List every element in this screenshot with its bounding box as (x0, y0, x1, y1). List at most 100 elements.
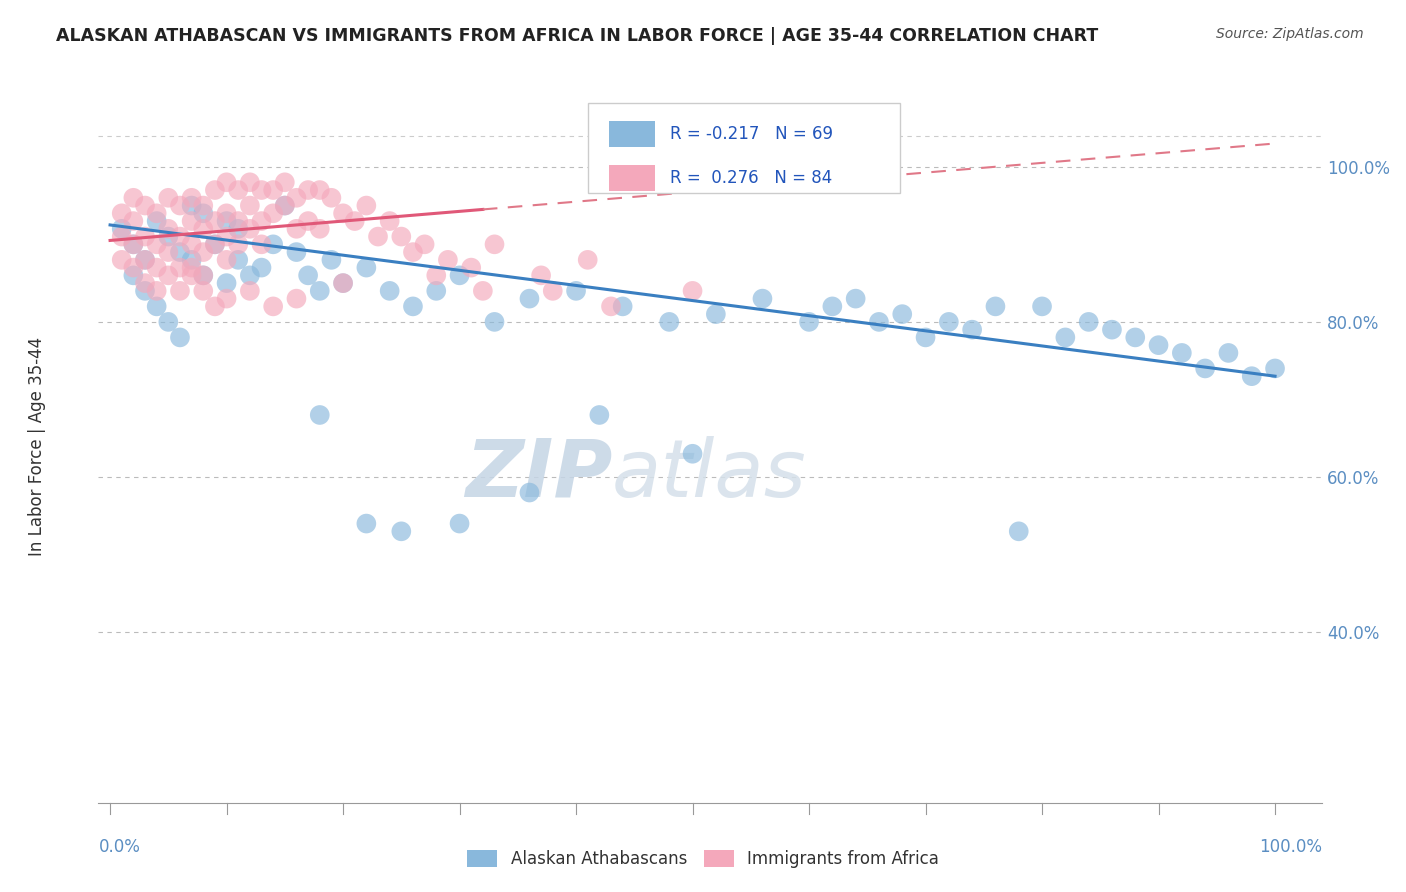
Point (332, 276, 354, 290)
Point (285, 191, 308, 205)
Point (204, 299, 226, 313)
Point (193, 268, 215, 283)
Point (938, 315, 960, 329)
Point (215, 292, 238, 306)
Text: In Labor Force | Age 35-44: In Labor Force | Age 35-44 (28, 336, 46, 556)
Point (321, 191, 343, 205)
Point (111, 229, 134, 244)
Point (134, 276, 156, 290)
Point (157, 268, 180, 283)
Point (519, 485, 541, 500)
Point (134, 198, 156, 212)
Point (262, 299, 284, 313)
FancyBboxPatch shape (609, 121, 655, 147)
Point (122, 214, 145, 228)
Point (274, 175, 297, 189)
Point (297, 214, 319, 228)
Point (1264, 361, 1286, 376)
Point (157, 245, 180, 260)
Point (308, 284, 330, 298)
Point (122, 268, 145, 283)
Point (250, 214, 273, 228)
Point (751, 292, 773, 306)
Point (157, 315, 180, 329)
Point (134, 252, 156, 267)
Point (262, 206, 284, 220)
Point (169, 260, 191, 275)
Point (658, 315, 681, 329)
Point (321, 252, 343, 267)
Point (449, 516, 471, 531)
Point (215, 276, 238, 290)
Point (682, 284, 704, 298)
Point (145, 214, 167, 228)
Point (180, 191, 202, 205)
Point (471, 284, 494, 298)
Point (250, 237, 273, 252)
Point (425, 268, 447, 283)
Point (215, 175, 238, 189)
Point (682, 447, 704, 461)
Point (1077, 315, 1099, 329)
Point (193, 222, 215, 236)
Point (239, 198, 262, 212)
Point (449, 268, 471, 283)
Point (193, 206, 215, 220)
Point (356, 198, 378, 212)
Point (541, 284, 564, 298)
Point (226, 222, 249, 236)
FancyBboxPatch shape (609, 165, 655, 191)
Point (1101, 323, 1123, 337)
Point (169, 229, 191, 244)
Point (530, 268, 553, 283)
FancyBboxPatch shape (588, 103, 900, 193)
Point (1008, 524, 1031, 539)
Text: R =  0.276   N = 84: R = 0.276 N = 84 (669, 169, 832, 186)
Point (1031, 299, 1053, 313)
Point (378, 214, 401, 228)
Point (297, 183, 319, 197)
Point (274, 198, 297, 212)
Text: Source: ZipAtlas.com: Source: ZipAtlas.com (1216, 27, 1364, 41)
Point (226, 214, 249, 228)
Point (180, 268, 202, 283)
Point (868, 315, 890, 329)
Point (845, 292, 868, 306)
Point (180, 252, 202, 267)
Point (519, 292, 541, 306)
Point (389, 524, 412, 539)
Point (484, 315, 506, 329)
Point (343, 214, 366, 228)
Point (204, 237, 226, 252)
Point (413, 237, 436, 252)
Point (122, 237, 145, 252)
Point (204, 183, 226, 197)
Point (239, 222, 262, 236)
Point (204, 237, 226, 252)
Point (914, 330, 936, 344)
Point (193, 245, 215, 260)
Point (960, 323, 983, 337)
Point (356, 516, 378, 531)
Point (1171, 346, 1194, 360)
Point (134, 252, 156, 267)
Point (226, 237, 249, 252)
Point (797, 315, 820, 329)
Text: R = -0.217   N = 69: R = -0.217 N = 69 (669, 125, 832, 143)
Point (215, 229, 238, 244)
Point (308, 222, 330, 236)
Point (122, 260, 145, 275)
Point (437, 252, 460, 267)
Point (600, 299, 623, 313)
Point (378, 284, 401, 298)
Point (285, 292, 308, 306)
Point (215, 252, 238, 267)
Point (145, 206, 167, 220)
Point (239, 284, 262, 298)
Point (204, 214, 226, 228)
Point (145, 284, 167, 298)
Point (460, 260, 482, 275)
Point (145, 299, 167, 313)
Point (215, 214, 238, 228)
Point (169, 330, 191, 344)
